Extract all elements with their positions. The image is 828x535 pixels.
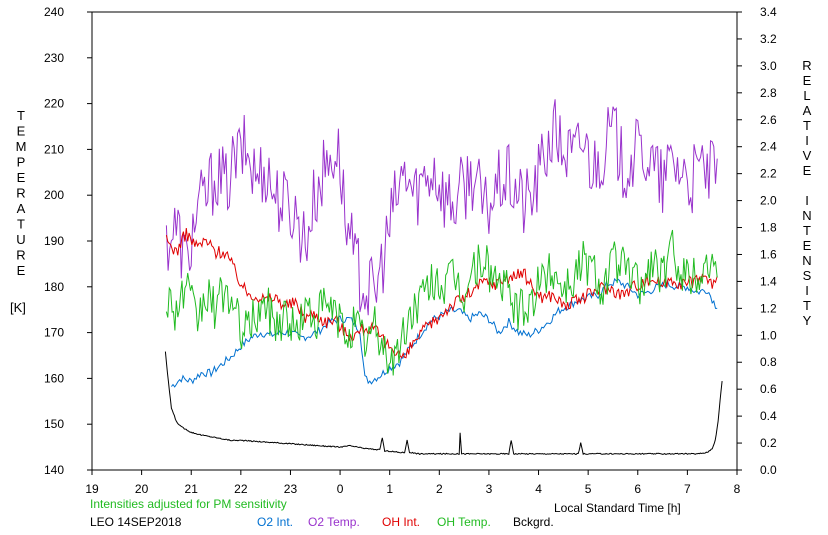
legend-oh-temp: OH Temp. xyxy=(437,515,491,529)
left-axis-unit: [K] xyxy=(10,300,26,315)
x-tick-label: 8 xyxy=(734,482,741,496)
y-right-tick-label: 2.6 xyxy=(760,113,777,127)
y-right-tick-label: 0.6 xyxy=(760,382,777,396)
y-left-tick-label: 240 xyxy=(44,5,64,19)
legend-o2-temp: O2 Temp. xyxy=(308,515,360,529)
y-right-tick-label: 2.0 xyxy=(760,194,777,208)
y-left-tick-label: 190 xyxy=(44,234,64,248)
y-left-tick-label: 140 xyxy=(44,463,64,477)
y-right-tick-label: 1.8 xyxy=(760,221,777,235)
left-axis-letter: U xyxy=(16,232,25,247)
x-tick-label: 19 xyxy=(85,482,99,496)
x-tick-label: 23 xyxy=(284,482,298,496)
right-axis-letter: E xyxy=(803,238,812,253)
y-left-tick-label: 210 xyxy=(44,142,64,156)
right-axis-letter: R xyxy=(802,58,811,73)
left-axis-letter: R xyxy=(16,248,25,263)
y-right-tick-label: 0.2 xyxy=(760,436,777,450)
y-left-tick-label: 180 xyxy=(44,280,64,294)
right-axis-letter: E xyxy=(803,163,812,178)
x-tick-label: 2 xyxy=(436,482,443,496)
left-axis-letter: P xyxy=(17,155,26,170)
y-left-tick-label: 160 xyxy=(44,371,64,385)
series-line-oh-int xyxy=(165,228,718,359)
y-right-tick-label: 1.0 xyxy=(760,328,777,342)
y-right-tick-label: 0.4 xyxy=(760,409,777,423)
y-right-tick-label: 0.0 xyxy=(760,463,777,477)
y-left-tick-label: 230 xyxy=(44,51,64,65)
y-right-tick-label: 1.2 xyxy=(760,301,777,315)
y-right-tick-label: 2.4 xyxy=(760,140,777,154)
legend-o2-int: O2 Int. xyxy=(257,515,293,529)
left-axis-letter: E xyxy=(17,170,26,185)
series-line-o2-temp xyxy=(165,99,718,316)
x-tick-label: 22 xyxy=(234,482,248,496)
y-right-tick-label: 0.8 xyxy=(760,355,777,369)
station-date: LEO 14SEP2018 xyxy=(90,515,182,529)
y-right-tick-label: 3.4 xyxy=(760,5,777,19)
right-axis-letter: Y xyxy=(803,313,812,328)
right-axis-letter: T xyxy=(803,118,811,133)
series-line-bckgrd xyxy=(164,351,723,456)
y-left-tick-label: 200 xyxy=(44,188,64,202)
left-axis-letter: R xyxy=(16,186,25,201)
tick-marks xyxy=(87,11,742,475)
legend-oh-int: OH Int. xyxy=(382,515,420,529)
x-tick-label: 0 xyxy=(337,482,344,496)
right-axis-letter: A xyxy=(803,103,812,118)
x-tick-label: 3 xyxy=(486,482,493,496)
x-tick-label: 4 xyxy=(535,482,542,496)
x-tick-label: 5 xyxy=(585,482,592,496)
x-tick-label: 7 xyxy=(684,482,691,496)
x-tick-label: 6 xyxy=(634,482,641,496)
y-right-tick-label: 3.2 xyxy=(760,32,777,46)
right-axis-letter: S xyxy=(803,268,812,283)
y-left-tick-label: 150 xyxy=(44,417,64,431)
left-axis-letter: T xyxy=(17,108,25,123)
y-right-tick-label: 3.0 xyxy=(760,59,777,73)
left-axis-letter: E xyxy=(17,124,26,139)
right-axis-letter: V xyxy=(803,148,812,163)
right-axis-letter: L xyxy=(803,88,810,103)
y-right-tick-label: 1.4 xyxy=(760,274,777,288)
series-lines xyxy=(164,99,723,456)
legend-bckgrd: Bckgrd. xyxy=(513,515,554,529)
left-axis-letter: E xyxy=(17,263,26,278)
x-tick-label: 20 xyxy=(135,482,149,496)
right-axis-letter: I xyxy=(805,193,809,208)
x-axis-label: Local Standard Time [h] xyxy=(554,501,681,515)
x-tick-label: 21 xyxy=(185,482,199,496)
x-tick-label: 1 xyxy=(386,482,393,496)
right-axis-letter: I xyxy=(805,133,809,148)
tick-labels: 19 20 21 22 23 0 1 2 3 4 5 6 7 8140150160170180190200… xyxy=(44,5,777,496)
right-axis-letter: N xyxy=(802,208,811,223)
right-axis-letter: E xyxy=(803,73,812,88)
pm-sensitivity-note: Intensities adjusted for PM sensitivity xyxy=(90,497,287,511)
right-axis-letter: T xyxy=(803,298,811,313)
y-right-tick-label: 1.6 xyxy=(760,247,777,261)
left-axis-letter: A xyxy=(17,201,26,216)
right-axis-letter: T xyxy=(803,223,811,238)
plot-frame xyxy=(91,11,738,471)
y-right-tick-label: 2.8 xyxy=(760,86,777,100)
y-left-tick-label: 170 xyxy=(44,326,64,340)
right-axis-letter: N xyxy=(802,253,811,268)
right-axis-letter: I xyxy=(805,283,809,298)
left-axis-letter: T xyxy=(17,217,25,232)
series-line-oh-temp xyxy=(165,229,718,376)
y-right-tick-label: 2.2 xyxy=(760,167,777,181)
y-left-tick-label: 220 xyxy=(44,97,64,111)
left-axis-letter: M xyxy=(16,139,27,154)
